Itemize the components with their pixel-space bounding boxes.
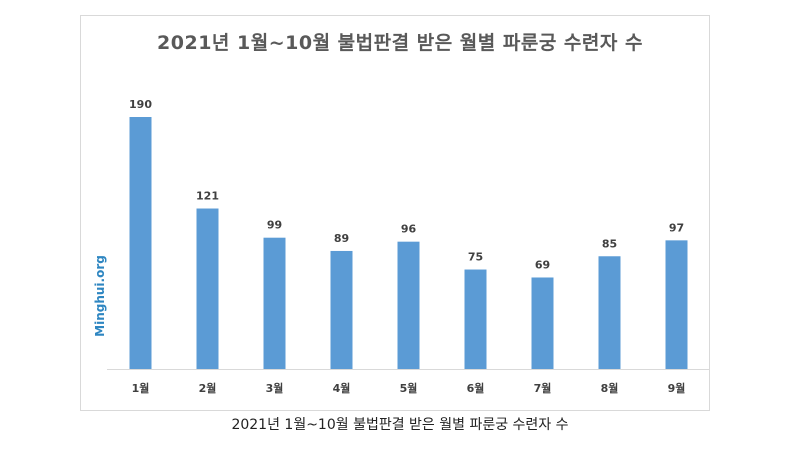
bar-9: [665, 240, 688, 369]
data-label-5: 96: [401, 223, 417, 236]
data-label-6: 75: [468, 251, 483, 264]
figure-caption: 2021년 1월~10월 불법판결 받은 월별 파룬궁 수련자 수: [231, 417, 569, 433]
bar-8: [598, 256, 621, 369]
data-label-7: 69: [535, 258, 550, 271]
data-label-8: 85: [602, 237, 617, 250]
x-tick-label-5: 5월: [400, 381, 418, 395]
bar-3: [263, 237, 286, 369]
bar-1: [129, 117, 152, 369]
data-label-1: 190: [129, 98, 152, 111]
data-label-9: 97: [669, 221, 684, 234]
x-tick-label-7: 7월: [534, 381, 552, 395]
x-tick-label-3: 3월: [266, 381, 284, 395]
bar-2: [196, 208, 219, 369]
x-tick-label-1: 1월: [132, 381, 150, 395]
x-tick-label-2: 2월: [199, 381, 217, 395]
chart-title: 2021년 1월~10월 불법판결 받은 월별 파룬궁 수련자 수: [157, 32, 643, 54]
data-label-4: 89: [334, 232, 349, 245]
data-label-3: 99: [267, 219, 282, 232]
bar-4: [330, 250, 353, 369]
tick-labels-group: 1월 2월 3월 4월 5월 6월 7월 8월 9월: [132, 381, 686, 395]
bar-7: [531, 277, 554, 369]
x-tick-label-4: 4월: [333, 381, 351, 395]
x-tick-label-9: 9월: [668, 381, 686, 395]
bar-5: [397, 241, 420, 369]
x-tick-label-8: 8월: [601, 381, 619, 395]
data-label-2: 121: [196, 190, 219, 203]
x-tick-label-6: 6월: [467, 381, 485, 395]
bars-group: [129, 117, 688, 369]
value-labels-group: 190 121 99 89 96 75 69 85 97: [129, 98, 684, 271]
bar-6: [464, 269, 487, 369]
